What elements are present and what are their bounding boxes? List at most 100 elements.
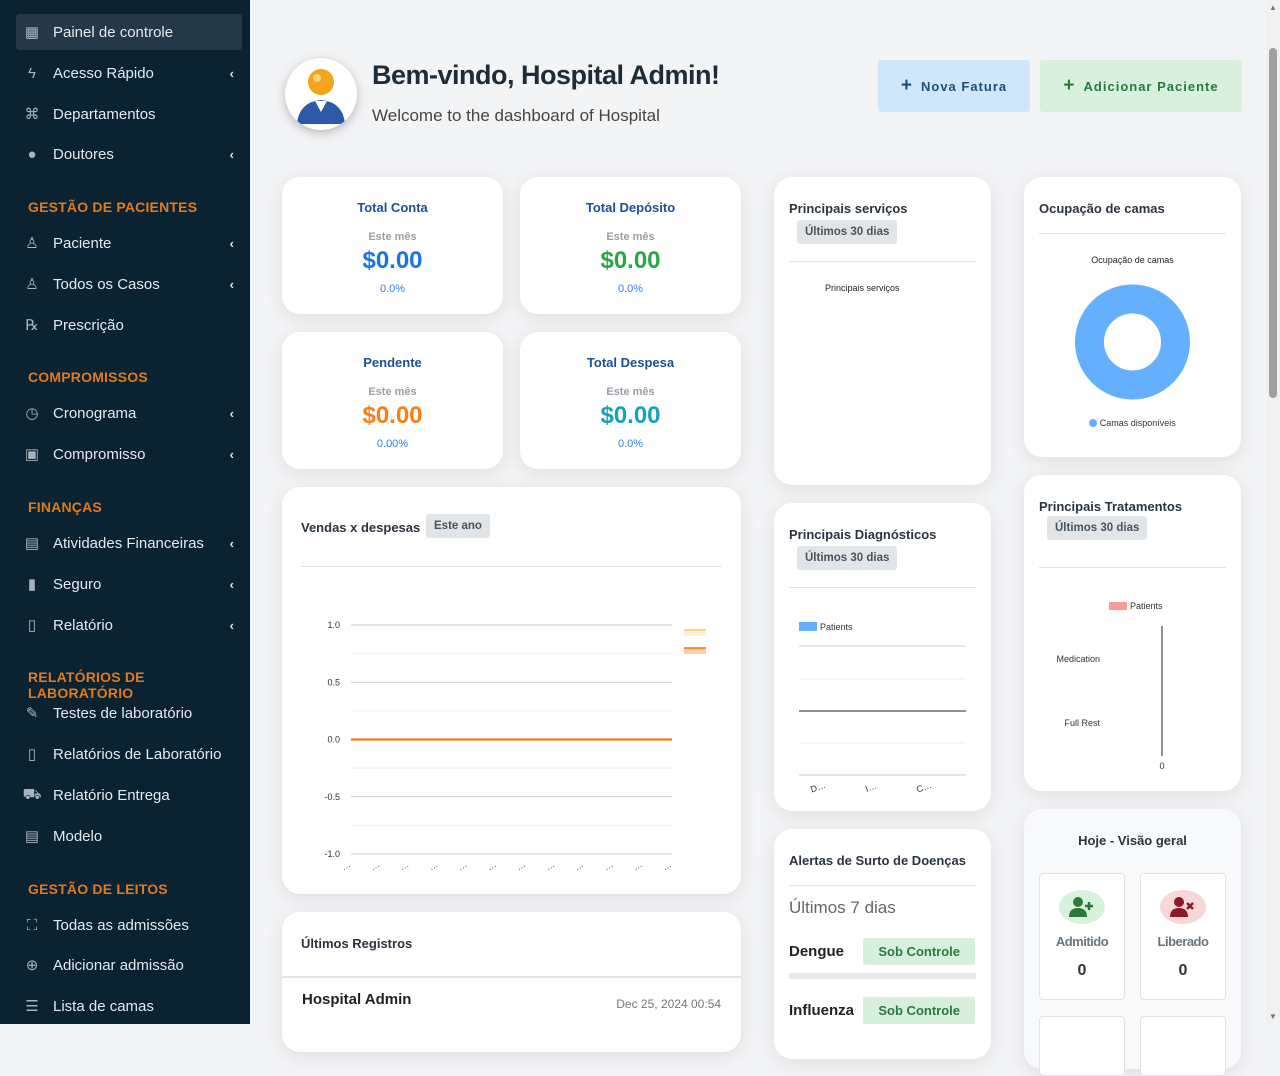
record-user[interactable]: Hospital Admin [302, 991, 412, 1008]
add-patient-button[interactable]: + Adicionar Paciente [1040, 60, 1242, 112]
sidebar-item-adicionar-admiss-o[interactable]: ⊕ Adicionar admissão [16, 947, 242, 983]
x-tick-label: … [514, 859, 527, 872]
stat-title: Pendente [363, 355, 422, 370]
y-tick-label: -1.0 [324, 849, 340, 859]
top-diagnostics-card: Principais Diagnósticos Últimos 30 dias … [774, 503, 991, 811]
overview-stat[interactable] [1039, 1016, 1125, 1076]
sidebar-item-label: Todas as admissões [53, 916, 189, 934]
disease-alerts-card: Alertas de Surto de Doenças Últimos 7 di… [774, 829, 991, 1059]
plus-icon: + [1063, 75, 1076, 96]
sidebar-item-modelo[interactable]: ▤ Modelo [16, 818, 242, 854]
alerts-period: Últimos 7 dias [789, 898, 896, 917]
period-badge[interactable]: Últimos 30 dias [1047, 516, 1148, 540]
user-x-icon [1160, 890, 1206, 924]
sidebar-item-departamentos[interactable]: ⌘ Departamentos [16, 96, 242, 132]
file-medical-icon: ▯ [27, 617, 37, 634]
bolt-icon: ϟ [28, 64, 36, 82]
sidebar-item-label: Todos os Casos [53, 275, 160, 293]
stat-percent: 0.0% [379, 283, 406, 295]
new-invoice-button[interactable]: + Nova Fatura [878, 60, 1030, 112]
chevron-left-icon[interactable]: ‹ [229, 235, 234, 251]
scrollbar[interactable]: ▲ ▼ [1266, 0, 1280, 1024]
sidebar-item-relat-rio-entrega[interactable]: ⛟ Relatório Entrega [16, 777, 242, 813]
record-date: Dec 25, 2024 00:54 [616, 997, 721, 1011]
stat-period: Este mês [368, 231, 417, 243]
stat-card: Total Despesa Este mês $0.00 0.0% [520, 332, 741, 469]
chevron-left-icon[interactable]: ‹ [229, 65, 234, 81]
period-badge[interactable]: Últimos 30 dias [797, 546, 898, 570]
sidebar-item-prescri-o[interactable]: ℞ Prescrição [16, 307, 242, 343]
sidebar-section-header: FINANÇAS [28, 499, 102, 515]
sidebar-item-acesso-r-pido[interactable]: ϟ Acesso Rápido ‹ [16, 55, 242, 91]
bed-occupancy-card: Ocupação de camas Ocupação de camas Cama… [1024, 177, 1241, 457]
chevron-left-icon[interactable]: ‹ [229, 446, 234, 462]
prescription-icon: ℞ [25, 317, 39, 334]
x-tick-label: … [427, 859, 440, 872]
x-tick-label: … [660, 859, 673, 872]
chevron-left-icon[interactable]: ‹ [229, 405, 234, 421]
legend-swatch [1089, 419, 1098, 427]
chevron-left-icon[interactable]: ‹ [229, 576, 234, 592]
stat-percent: 0.0% [617, 283, 644, 295]
stat-value: $0.00 [600, 402, 661, 429]
card-title: Principais Diagnósticos [789, 527, 937, 542]
overview-stat[interactable] [1140, 1016, 1226, 1076]
eyedropper-icon: ✎ [25, 705, 39, 722]
chevron-left-icon[interactable]: ‹ [229, 276, 234, 292]
stat-percent: 0.0% [617, 438, 644, 450]
sidebar-item-todos-os-casos[interactable]: ♙ Todos os Casos ‹ [16, 266, 242, 302]
sidebar-item-atividades-financeiras[interactable]: ▤ Atividades Financeiras ‹ [16, 525, 242, 561]
card-title: Principais serviços [789, 201, 908, 216]
chevron-left-icon[interactable]: ‹ [229, 535, 234, 551]
today-overview-card: Hoje - Visão geral Admitido 0 Liberado 0 [1024, 809, 1241, 1076]
legend-label: Patients [820, 622, 853, 632]
admin-avatar-icon [287, 60, 355, 128]
sidebar-item-relat-rios-de-laborat-rio[interactable]: ▯ Relatórios de Laboratório [16, 736, 242, 772]
sidebar-item-seguro[interactable]: ▮ Seguro ‹ [16, 566, 242, 602]
sidebar-item-label: Relatório Entrega [53, 786, 170, 804]
chart-legend[interactable]: Camas disponíveis [1024, 418, 1241, 428]
admitted-stat[interactable]: Admitido 0 [1039, 873, 1125, 1000]
sidebar-item-painel-de-controle[interactable]: ▦ Painel de controle [16, 14, 242, 50]
sidebar-item-label: Lista de camas [53, 997, 154, 1015]
y-tick-label: 0.5 [327, 677, 340, 687]
x-tick-label: … [602, 859, 615, 872]
sidebar-item-todas-as-admiss-es[interactable]: ⛶ Todas as admissões [16, 907, 242, 943]
admitted-label: Admitido [1055, 934, 1109, 949]
x-tick-label: … [456, 859, 469, 872]
x-tick-label: … [485, 859, 498, 872]
legend-swatch [1109, 602, 1127, 610]
sidebar-item-testes-de-laborat-rio[interactable]: ✎ Testes de laboratório [16, 695, 242, 731]
sidebar-item-lista-de-camas[interactable]: ☰ Lista de camas [16, 988, 242, 1024]
sidebar-item-compromisso[interactable]: ▣ Compromisso ‹ [16, 436, 242, 472]
scrollbar-thumb[interactable] [1269, 48, 1277, 398]
sidebar-item-doutores[interactable]: ● Doutores ‹ [16, 136, 242, 172]
period-badge[interactable]: Este ano [426, 514, 490, 538]
y-tick-label: Medication [1056, 654, 1100, 664]
avatar[interactable] [285, 58, 357, 130]
scroll-up-icon[interactable]: ▲ [1269, 3, 1277, 12]
sidebar-item-label: Relatório [53, 616, 114, 634]
sidebar-item-cronograma[interactable]: ◷ Cronograma ‹ [16, 395, 242, 431]
discharged-stat[interactable]: Liberado 0 [1140, 873, 1226, 1000]
top-treatments-card: Principais Tratamentos Últimos 30 dias P… [1024, 475, 1241, 791]
legend-label: Patients [1130, 601, 1163, 611]
y-tick-label: 1.0 [327, 620, 340, 630]
sidebar-item-label: Acesso Rápido [53, 64, 154, 82]
x-tick-label: … [398, 859, 411, 872]
clock-icon: ◷ [25, 405, 39, 422]
plus-circle-icon: ⊕ [25, 957, 39, 974]
legend-swatch [684, 630, 706, 636]
sidebar-item-relat-rio[interactable]: ▯ Relatório ‹ [16, 607, 242, 643]
sidebar-item-label: Modelo [53, 827, 103, 845]
x-tick-label: … [631, 859, 644, 872]
grid-icon: ▦ [24, 24, 40, 41]
document-icon: ▤ [24, 828, 40, 845]
stat-title: Total Depósito [585, 200, 676, 215]
chevron-left-icon[interactable]: ‹ [229, 146, 234, 162]
chevron-left-icon[interactable]: ‹ [229, 617, 234, 633]
sidebar-item-paciente[interactable]: ♙ Paciente ‹ [16, 225, 242, 261]
period-badge[interactable]: Últimos 30 dias [797, 220, 898, 244]
sitemap-icon: ⌘ [24, 106, 40, 123]
scroll-down-icon[interactable]: ▼ [1269, 1012, 1277, 1021]
